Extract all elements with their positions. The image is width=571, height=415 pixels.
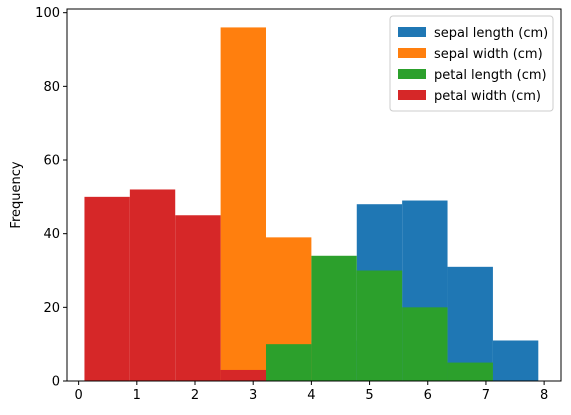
x-tick-label: 1 xyxy=(133,388,141,403)
bar-petal-width-bin-2 xyxy=(175,215,220,381)
legend-entry-label: petal length (cm) xyxy=(434,68,547,83)
x-tick-label: 7 xyxy=(482,388,490,403)
legend-entry-label: sepal length (cm) xyxy=(434,26,548,41)
x-tick-label: 3 xyxy=(249,388,257,403)
bar-petal-width-bin-1 xyxy=(130,189,175,381)
y-tick-label: 60 xyxy=(43,154,60,169)
x-tick-label: 8 xyxy=(540,388,548,403)
bar-petal-length-bin-5 xyxy=(311,256,356,381)
legend-entry-label: petal width (cm) xyxy=(434,89,541,104)
y-axis-label: Frequency xyxy=(9,161,24,228)
bar-sepal-length-bin-9 xyxy=(493,340,538,381)
legend-entry-label: sepal width (cm) xyxy=(434,47,543,62)
legend-swatch xyxy=(398,90,426,100)
y-tick-label: 100 xyxy=(35,6,60,21)
bar-petal-width-bin-3 xyxy=(221,370,266,381)
y-tick-label: 40 xyxy=(43,227,60,242)
x-tick-label: 0 xyxy=(74,388,82,403)
x-tick-label: 4 xyxy=(307,388,315,403)
y-tick-label: 20 xyxy=(43,301,60,316)
bar-sepal-width-bin-3 xyxy=(221,27,266,381)
legend-swatch xyxy=(398,27,426,37)
bar-petal-length-bin-6 xyxy=(357,271,402,381)
bar-petal-length-bin-4 xyxy=(266,344,311,381)
legend-swatch xyxy=(398,69,426,79)
x-tick-label: 6 xyxy=(424,388,432,403)
legend-swatch xyxy=(398,48,426,58)
x-tick-label: 5 xyxy=(365,388,373,403)
bar-petal-length-bin-8 xyxy=(448,363,493,381)
y-tick-label: 80 xyxy=(43,80,60,95)
legend: sepal length (cm) sepal width (cm) petal l… xyxy=(390,16,553,111)
bar-petal-length-bin-7 xyxy=(402,307,447,381)
y-tick-label: 0 xyxy=(52,375,60,390)
x-tick-label: 2 xyxy=(191,388,199,403)
bar-petal-width-bin-0 xyxy=(84,197,129,381)
